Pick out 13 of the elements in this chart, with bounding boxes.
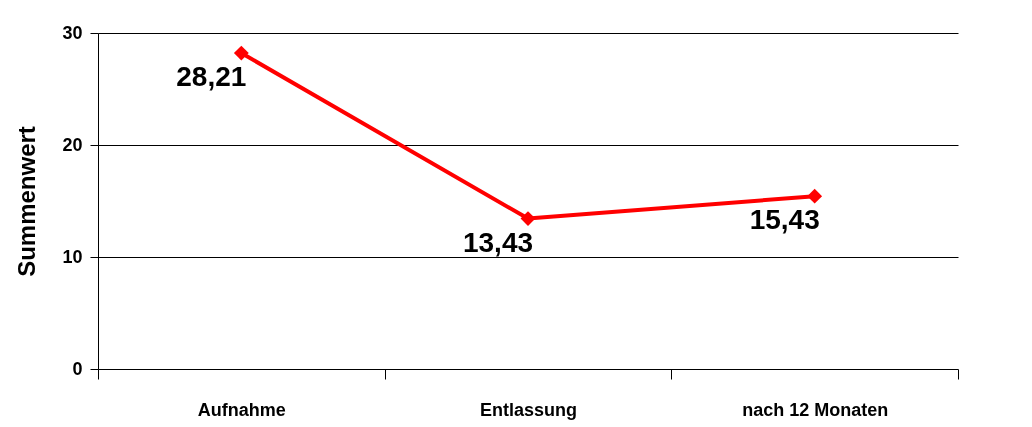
data-label: 15,43: [749, 204, 820, 236]
data-label: 28,21: [176, 61, 247, 93]
point: [807, 188, 823, 204]
y-tick-label: 30: [62, 22, 83, 43]
y-tick-label: 20: [62, 134, 83, 155]
x-tick-label: Aufnahme: [197, 399, 286, 420]
point: [233, 45, 249, 61]
y-tick-label: 0: [72, 358, 83, 379]
y-axis-title: Summenwert: [13, 126, 41, 277]
y-tick-label: 10: [62, 246, 83, 267]
x-tick-label: nach 12 Monaten: [742, 399, 889, 420]
x-tick-label: Entlassung: [479, 399, 578, 420]
data-label: 13,43: [462, 226, 534, 258]
